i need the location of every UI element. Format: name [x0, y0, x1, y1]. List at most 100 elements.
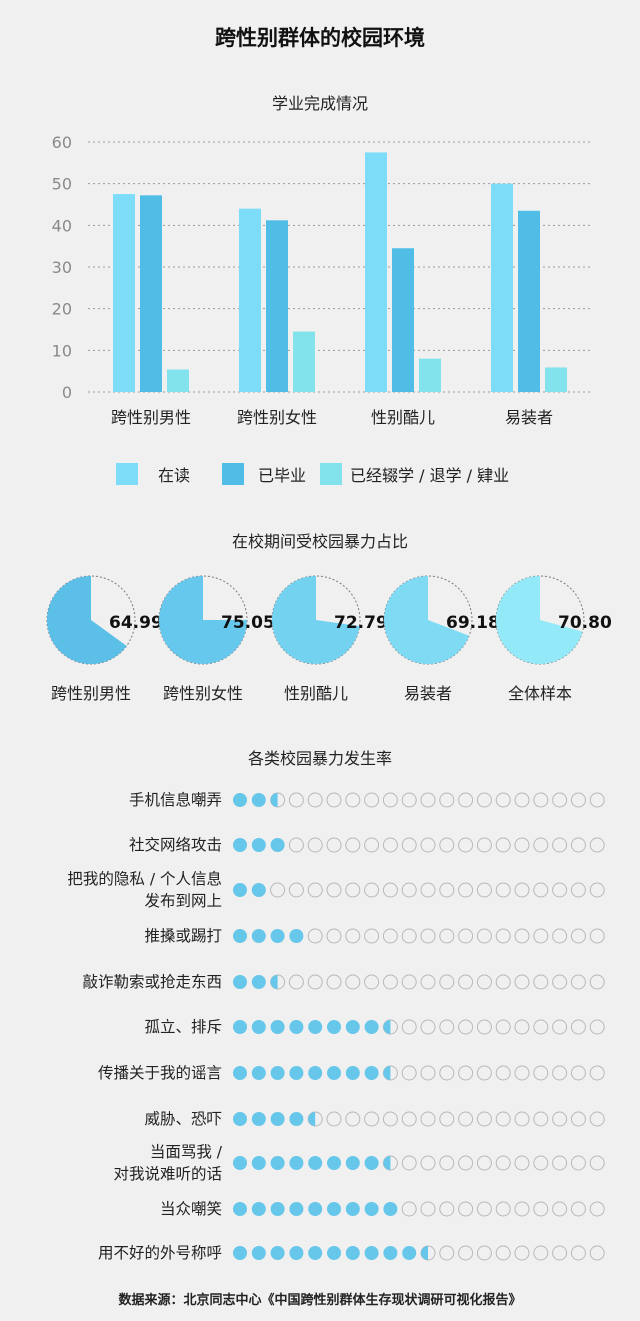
dot-empty [514, 928, 530, 944]
dot-filled [270, 929, 285, 943]
dot-empty [439, 1019, 455, 1035]
dot-filled [233, 1156, 247, 1170]
bar-chart-legend: 在读 已毕业 已经辍学 / 退学 / 肄业 [0, 460, 640, 488]
bar [419, 358, 441, 392]
dot-filled [233, 793, 247, 807]
dot-empty [533, 1201, 549, 1217]
pie-value-label: 72.79 [334, 613, 388, 633]
dot-filled [270, 1246, 285, 1260]
pie-value-label: 70.80 [558, 613, 612, 633]
dot-empty [570, 1019, 586, 1035]
x-category-label: 易装者 [505, 408, 553, 427]
dot-filled [289, 1156, 304, 1170]
dot-filled [327, 1156, 341, 1170]
dot-empty [420, 1065, 436, 1081]
dot-empty [476, 792, 492, 808]
dot-empty [476, 1245, 492, 1261]
dot-empty [364, 974, 380, 990]
pie-slice [496, 576, 583, 664]
dot-empty [345, 792, 361, 808]
dot-empty [552, 792, 568, 808]
dot-empty [420, 1019, 436, 1035]
dot-empty [589, 1201, 605, 1217]
data-source-note: 数据来源：北京同志中心《中国跨性别群体生存现状调研可视化报告》 [118, 1293, 522, 1308]
dot-filled [364, 1246, 379, 1260]
dot-filled [308, 1202, 323, 1216]
dot-row-label-line: 传播关于我的谣言 [97, 1064, 222, 1082]
dot-filled [364, 1156, 379, 1170]
dot-filled [345, 1246, 360, 1260]
dot-empty [345, 1111, 361, 1127]
dot-empty [458, 928, 474, 944]
dot-filled [289, 1202, 304, 1216]
legend-item-series1: 在读 [116, 460, 190, 488]
dot-empty [495, 1155, 511, 1171]
dot-empty [552, 882, 568, 898]
dot-half [308, 1112, 316, 1126]
dot-empty [570, 882, 586, 898]
dot-filled [289, 1020, 304, 1034]
x-category-label: 性别酷儿 [371, 408, 435, 427]
dot-filled [251, 975, 266, 989]
dot-empty [476, 928, 492, 944]
dot-empty [552, 1245, 568, 1261]
dot-empty [439, 1111, 455, 1127]
dot-empty [589, 882, 605, 898]
legend-label-series3: 已经辍学 / 退学 / 肄业 [350, 466, 510, 485]
dot-filled [308, 1066, 323, 1080]
dot-empty [514, 1019, 530, 1035]
bar [518, 210, 540, 392]
dot-filled [308, 1020, 323, 1034]
dot-empty [458, 1201, 474, 1217]
dot-filled [308, 1246, 323, 1260]
dot-empty [552, 1155, 568, 1171]
dot-row-label: 用不好的外号称呼 [98, 1242, 222, 1264]
dot-empty [533, 882, 549, 898]
dot-empty [401, 792, 417, 808]
dot-empty [476, 882, 492, 898]
dot-empty [326, 882, 342, 898]
legend-label-series1: 在读 [158, 466, 191, 485]
pie-section-title: 在校期间受校园暴力占比 [231, 532, 408, 551]
page-title: 跨性别群体的校园环境 [215, 26, 425, 50]
dot-empty [495, 792, 511, 808]
dot-empty [552, 1065, 568, 1081]
dot-filled [233, 1202, 247, 1216]
dot-row-label: 敲诈勒索或抢走东西 [82, 971, 222, 993]
dot-half [270, 975, 278, 989]
dot-row-label-line: 孤立、排斥 [144, 1018, 222, 1036]
dot-empty [589, 974, 605, 990]
dot-empty [420, 1155, 436, 1171]
dot-filled [270, 1020, 285, 1034]
dot-empty [458, 882, 474, 898]
dot-filled [233, 1112, 247, 1126]
y-tick-label: 50 [52, 175, 72, 194]
dot-row-label: 当众嘲笑 [160, 1198, 222, 1220]
dot-empty [589, 1019, 605, 1035]
dot-filled [270, 1066, 285, 1080]
dot-chart [233, 792, 605, 1261]
y-tick-label: 30 [52, 258, 72, 277]
dot-empty [458, 1245, 474, 1261]
bar [140, 195, 162, 392]
x-category-label: 跨性别男性 [111, 408, 191, 427]
dot-row-label-line: 敲诈勒索或抢走东西 [82, 973, 222, 991]
dot-empty [401, 928, 417, 944]
legend-swatch-series1 [116, 463, 138, 485]
dot-row-label: 当面骂我 / 对我说难听的话 [113, 1141, 222, 1185]
legend-item-series2: 已毕业 [222, 460, 306, 488]
dot-empty [307, 928, 323, 944]
dot-empty [458, 792, 474, 808]
dot-filled [233, 883, 247, 897]
pie-charts: 64.99 75.05 72.79 69.18 70.80 [46, 575, 612, 665]
dot-empty [420, 928, 436, 944]
x-category-label: 跨性别女性 [237, 408, 317, 427]
dot-empty [420, 882, 436, 898]
dot-empty [382, 882, 398, 898]
dot-empty [495, 1019, 511, 1035]
dot-filled [233, 838, 247, 852]
dot-half [383, 1020, 391, 1034]
dot-filled [251, 929, 266, 943]
dot-empty [364, 882, 380, 898]
dot-filled [364, 1020, 379, 1034]
